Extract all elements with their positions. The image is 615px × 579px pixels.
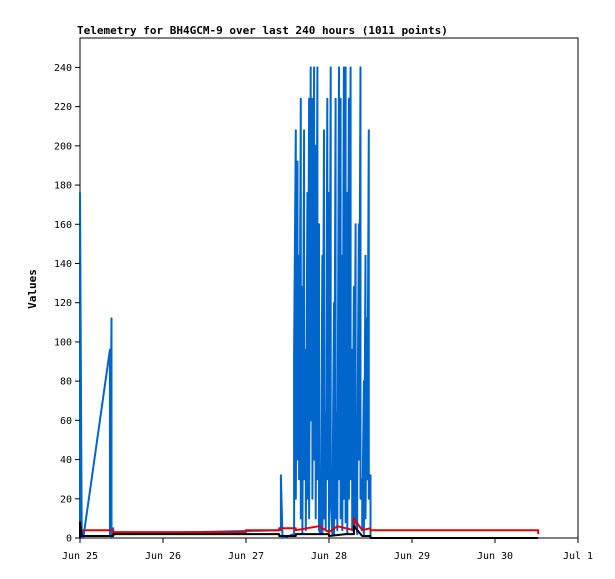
y-tick-label: 240 xyxy=(54,63,72,74)
x-tick-label: Jun 26 xyxy=(145,551,181,562)
y-tick-label: 60 xyxy=(60,416,72,427)
x-tick-label: Jun 25 xyxy=(62,551,98,562)
y-tick-label: 180 xyxy=(54,181,72,192)
x-tick-label: Jul 1 xyxy=(563,551,593,562)
x-tick-label: Jun 27 xyxy=(228,551,264,562)
y-tick-label: 0 xyxy=(66,534,72,545)
y-axis: 0 20 40 60 80 100 120 140 160 180 200 220 240 xyxy=(54,63,80,545)
y-tick-label: 100 xyxy=(54,337,72,348)
x-tick-label: Jun 29 xyxy=(394,551,430,562)
x-axis: Jun 25 Jun 26 Jun 27 Jun 28 Jun 29 Jun 30 Jul … xyxy=(62,538,593,562)
y-tick-label: 80 xyxy=(60,377,72,388)
x-tick-label: Jun 30 xyxy=(477,551,513,562)
series-line-blue xyxy=(79,66,539,539)
y-tick-label: 120 xyxy=(54,298,72,309)
series-line-red xyxy=(83,517,540,535)
y-tick-label: 200 xyxy=(54,141,72,152)
y-tick-label: 40 xyxy=(60,455,72,466)
chart-title: Telemetry for BH4GCM-9 over last 240 hou… xyxy=(77,24,448,37)
y-tick-label: 160 xyxy=(54,220,72,231)
series-line-black xyxy=(79,521,539,539)
y-tick-label: 140 xyxy=(54,259,72,270)
y-tick-label: 20 xyxy=(60,494,72,505)
y-axis-label: Values xyxy=(26,269,39,309)
x-tick-label: Jun 28 xyxy=(311,551,347,562)
series-layer xyxy=(79,66,540,539)
y-tick-label: 220 xyxy=(54,102,72,113)
